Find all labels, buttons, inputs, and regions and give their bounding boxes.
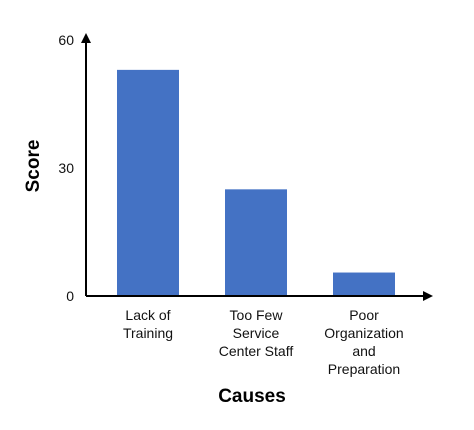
bar-3 bbox=[333, 272, 395, 296]
y-tick-label-60: 60 bbox=[58, 32, 74, 48]
y-axis-title: Score bbox=[23, 140, 44, 193]
labels-layer: 0 30 60 Lack of Training Too Few Service Center… bbox=[23, 32, 404, 407]
x-category-label-3: Poor Organization and Preparation bbox=[324, 307, 403, 377]
x-category-label-line: Center Staff bbox=[219, 343, 294, 359]
x-category-label-line: Training bbox=[123, 325, 173, 341]
y-tick-label-0: 0 bbox=[66, 288, 74, 304]
x-category-label-line: Poor bbox=[349, 307, 379, 323]
bar-1 bbox=[117, 69, 179, 296]
x-category-label-line: Lack of bbox=[125, 307, 170, 323]
x-category-label-line: and bbox=[352, 343, 375, 359]
x-category-label-line: Preparation bbox=[328, 361, 400, 377]
y-tick-label-30: 30 bbox=[58, 160, 74, 176]
axes-layer bbox=[81, 33, 433, 301]
bar-2 bbox=[225, 189, 287, 296]
x-category-label-line: Too Few bbox=[230, 307, 284, 323]
x-category-label-line: Organization bbox=[324, 325, 403, 341]
x-category-label-1: Lack of Training bbox=[123, 307, 173, 341]
x-category-label-2: Too Few Service Center Staff bbox=[219, 307, 294, 359]
x-axis-title: Causes bbox=[218, 386, 286, 407]
x-category-label-line: Service bbox=[233, 325, 280, 341]
bars-layer bbox=[117, 69, 395, 296]
